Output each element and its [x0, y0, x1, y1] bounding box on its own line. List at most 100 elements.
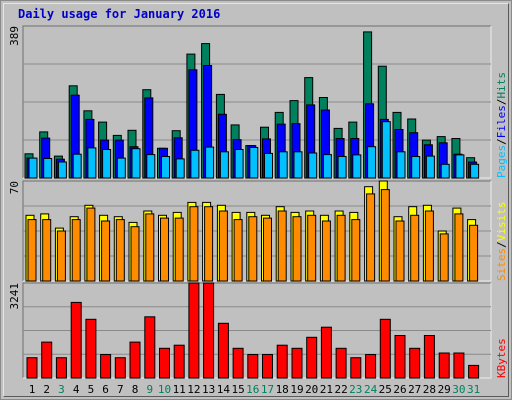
sites-bar — [292, 216, 302, 282]
day-label: 27 — [408, 383, 421, 396]
kbytes-bar — [26, 357, 38, 379]
pages-bar — [43, 158, 53, 179]
pages-bar — [205, 146, 215, 179]
kbytes-plot-border-dark — [22, 282, 491, 378]
pages-bar — [293, 151, 303, 179]
kbytes-bar — [320, 326, 332, 379]
day-label: 19 — [290, 383, 303, 396]
pages-bar — [116, 157, 126, 179]
chart-frame-bevel — [3, 3, 509, 397]
sites-bar — [439, 233, 449, 282]
day-label: 17 — [261, 383, 274, 396]
sites-visits-axis-label: Sites/Visits — [495, 202, 508, 282]
kbytes-bar — [232, 347, 244, 379]
pages-bar — [278, 151, 288, 179]
pages-bar — [470, 163, 480, 179]
day-label: 5 — [88, 383, 95, 396]
pages-bar — [322, 154, 332, 179]
sites-bar — [336, 214, 346, 282]
hits-files-pages-axis-label-files: Files — [495, 105, 508, 138]
day-label: 18 — [276, 383, 289, 396]
pages-bar — [264, 152, 273, 179]
kbytes-bar — [262, 354, 273, 379]
day-label: 14 — [217, 383, 231, 396]
sites-bar — [410, 214, 420, 282]
kbytes-bar — [159, 347, 170, 379]
day-label: 24 — [364, 383, 378, 396]
pages-bar — [190, 149, 200, 179]
sites-bar — [204, 206, 214, 282]
kbytes-bar — [423, 335, 435, 379]
sites-visits-axis-label-sites: Sites — [495, 248, 508, 281]
day-label: 12 — [187, 383, 200, 396]
sites-bar — [27, 219, 37, 282]
sites-bar — [395, 220, 405, 282]
day-label: 9 — [146, 383, 153, 396]
day-label: 31 — [467, 383, 480, 396]
day-label: 13 — [202, 383, 215, 396]
pages-bar — [102, 149, 112, 179]
day-label: 3 — [58, 383, 65, 396]
pages-bar — [219, 151, 229, 179]
hits-files-pages-axis-label-separator: / — [495, 99, 508, 106]
sites-bar — [248, 216, 258, 282]
chart-title: Daily usage for January 2016 — [18, 7, 221, 21]
sites-bar — [277, 210, 287, 282]
kbytes-axis-label-kbytes: KBytes — [495, 338, 508, 378]
hits-files-pages-ymax-label: 389 — [8, 26, 21, 46]
hits-files-pages-panel — [22, 25, 492, 179]
sites-visits-axis-label-separator: / — [495, 241, 508, 248]
kbytes-bar — [129, 341, 141, 379]
pages-bar — [131, 148, 141, 179]
pages-bar — [175, 158, 185, 179]
pages-bar — [440, 163, 450, 179]
hits-files-pages-axis-label: Pages/Files/Hits — [495, 72, 508, 178]
sites-bar — [174, 217, 184, 282]
kbytes-bar — [217, 322, 229, 379]
pages-bar — [87, 147, 97, 179]
sites-bar — [86, 207, 96, 282]
sites-visits-panel — [22, 180, 492, 282]
kbytes-bar — [188, 282, 200, 379]
sites-bar — [101, 220, 111, 282]
sites-bar — [71, 219, 81, 282]
sites-bar — [454, 213, 464, 282]
day-label: 16 — [246, 383, 259, 396]
pages-bar — [352, 154, 362, 179]
pages-bar — [381, 121, 391, 179]
kbytes-ymax-label: 3241 — [8, 283, 21, 310]
kbytes-bar — [379, 318, 391, 379]
sites-bar — [130, 226, 140, 282]
kbytes-bar — [409, 347, 421, 379]
day-label: 6 — [102, 383, 109, 396]
day-label: 2 — [43, 383, 50, 396]
kbytes-bar — [468, 364, 480, 379]
kbytes-bar — [114, 357, 126, 379]
pages-bar — [308, 152, 318, 179]
sites-bar — [321, 220, 331, 282]
sites-bar — [189, 206, 199, 282]
sites-bar — [218, 210, 228, 282]
sites-visits-plot-border-dark — [22, 180, 491, 281]
day-label: 25 — [379, 383, 392, 396]
day-label: 8 — [132, 383, 139, 396]
kbytes-bar — [41, 341, 53, 379]
pages-bar — [28, 157, 38, 179]
day-label: 23 — [349, 383, 362, 396]
sites-bar — [42, 219, 52, 282]
day-label: 29 — [438, 383, 451, 396]
kbytes-bar — [276, 344, 288, 379]
sites-bar — [115, 219, 125, 282]
day-label: 30 — [452, 383, 465, 396]
day-label: 21 — [320, 383, 333, 396]
kbytes-bar — [85, 318, 97, 379]
sites-bar — [160, 217, 169, 282]
hits-files-pages-axis-label-hits: Hits — [495, 72, 508, 99]
pages-bar — [396, 151, 406, 179]
day-label: 4 — [73, 383, 80, 396]
pages-bar — [455, 154, 465, 179]
pages-bar — [367, 146, 377, 179]
pages-bar — [57, 161, 67, 179]
kbytes-bar — [173, 344, 185, 379]
